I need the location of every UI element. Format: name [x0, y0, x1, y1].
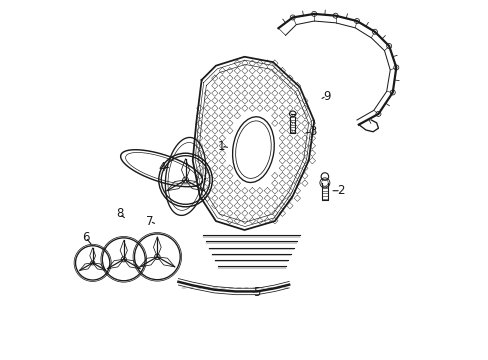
Text: 9: 9: [322, 90, 330, 103]
Text: 7: 7: [146, 215, 153, 228]
Text: 6: 6: [81, 231, 89, 244]
Text: 8: 8: [116, 207, 123, 220]
Text: 3: 3: [308, 125, 315, 138]
Text: 4: 4: [158, 161, 166, 174]
Text: 5: 5: [253, 286, 260, 299]
Text: 1: 1: [217, 140, 224, 153]
Text: 2: 2: [337, 184, 344, 197]
